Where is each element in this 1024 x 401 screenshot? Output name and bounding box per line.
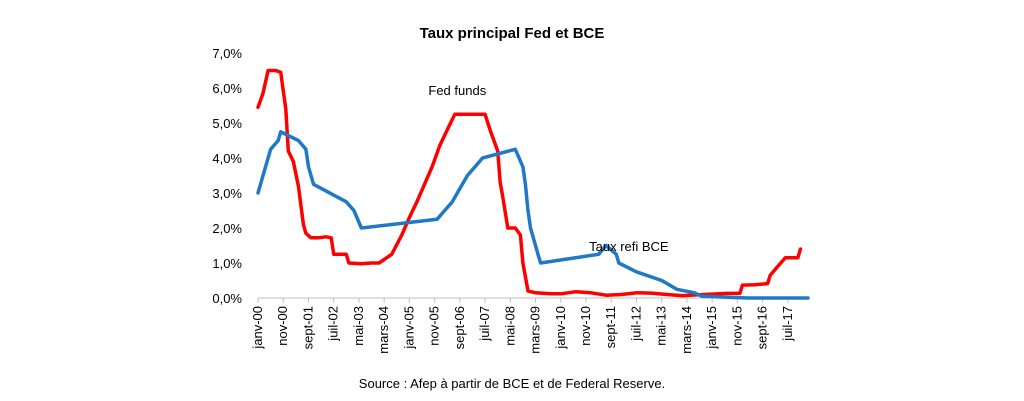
x-tick-label: juil-02: [326, 306, 341, 342]
x-tick-label: mai-13: [654, 306, 669, 346]
chart-title: Taux principal Fed et BCE: [420, 25, 605, 42]
x-tick-label: janv-10: [553, 306, 568, 350]
y-tick-label: 2,0%: [212, 221, 242, 236]
x-tick-label: janv-15: [704, 306, 719, 350]
annotation-label: Fed funds: [428, 83, 486, 98]
x-tick-label: nov-00: [275, 306, 290, 346]
series-layer: [256, 68, 810, 300]
y-tick-label: 6,0%: [212, 81, 242, 96]
chart-source: Source : Afep à partir de BCE et de Fede…: [359, 376, 665, 391]
x-tick-label: mai-08: [502, 306, 517, 346]
x-tick-label: sept-11: [603, 306, 618, 348]
x-tick-label: juil-07: [477, 306, 492, 342]
y-axis: 0,0% 1,0% 2,0% 3,0% 4,0% 5,0% 6,0% 7,0%: [212, 46, 242, 306]
y-tick-label: 4,0%: [212, 151, 242, 166]
x-tick-label: nov-10: [578, 306, 593, 346]
x-tick-label: sept-16: [755, 306, 770, 349]
x-tick-label: janv-05: [401, 306, 416, 350]
x-axis: janv-00 nov-00 sept-01 juil-02 mai-03 mars-04…: [250, 297, 808, 354]
y-tick-label: 1,0%: [212, 256, 242, 271]
x-tick-label: mai-03: [351, 306, 366, 346]
x-tick-label: sept-01: [300, 306, 315, 349]
annotation-label: Taux refi BCE: [589, 239, 669, 254]
x-tick-label: sept-06: [452, 306, 467, 349]
annotation-layer: Fed funds Taux refi BCE: [428, 83, 669, 254]
x-tick-label: janv-00: [250, 306, 265, 350]
x-tick-label: mars-14: [679, 306, 694, 354]
x-tick-label: nov-05: [427, 306, 442, 346]
y-tick-label: 7,0%: [212, 46, 242, 61]
y-tick-label: 3,0%: [212, 186, 242, 201]
y-tick-label: 5,0%: [212, 116, 242, 131]
series-line-taux-refi-bce: [256, 130, 810, 300]
x-tick-label: nov-15: [729, 306, 744, 346]
series-line-fed-funds: [256, 68, 803, 298]
x-tick-label: juil-12: [628, 306, 643, 342]
x-tick-label: mars-04: [376, 306, 391, 354]
x-tick-label: mars-09: [528, 306, 543, 354]
y-tick-label: 0,0%: [212, 291, 242, 306]
x-tick-label: juil-17: [780, 306, 795, 342]
